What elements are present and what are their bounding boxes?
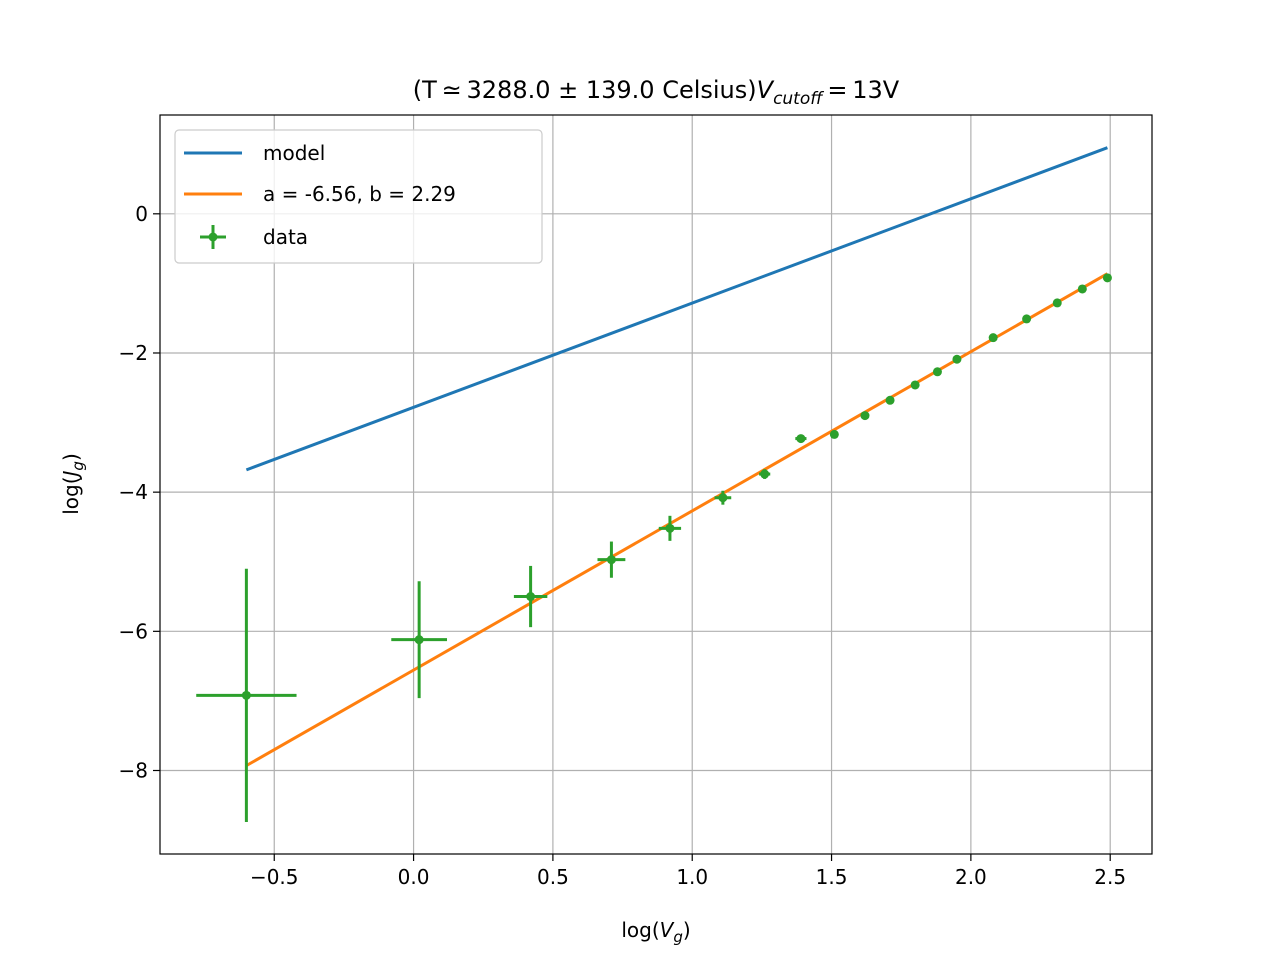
x-tick-label: −0.5 (250, 865, 299, 889)
data-marker (526, 592, 536, 602)
data-marker (606, 555, 616, 565)
x-tick-label: 0.5 (537, 865, 569, 889)
data-marker (414, 635, 424, 645)
legend-box (174, 129, 543, 264)
data-point (885, 395, 895, 405)
data-marker (665, 523, 675, 533)
data-point (196, 568, 297, 822)
data-marker (1077, 284, 1087, 294)
legend-model-label: model (263, 141, 325, 165)
chart-title: (T ≃ 3288.0 ± 139.0 Celsius)Vcutoff = 13… (413, 76, 900, 109)
data-marker (829, 429, 839, 439)
model-line (245, 146, 1108, 472)
data-point (795, 434, 807, 444)
x-tick-label: 1.0 (676, 865, 708, 889)
x-tick-label: 2.5 (1094, 865, 1126, 889)
data-point (658, 515, 682, 541)
y-axis-label: log(Jg) (59, 453, 87, 515)
data-point (1102, 273, 1112, 283)
y-tick-label: −2 (119, 341, 148, 365)
data-marker (718, 493, 728, 503)
data-marker (910, 380, 920, 390)
data-marker (241, 690, 251, 700)
data-marker (860, 411, 870, 421)
data-marker (796, 434, 806, 444)
data-marker (1022, 314, 1032, 324)
data-point (932, 367, 942, 377)
data-marker (952, 354, 962, 364)
data-point (988, 333, 998, 343)
data-point (759, 469, 771, 479)
plot-area (196, 146, 1112, 822)
y-tick-label: 0 (135, 202, 148, 226)
y-tick-label: −8 (119, 758, 148, 782)
data-point (829, 429, 839, 439)
data-point (1077, 284, 1087, 294)
data-point (1052, 298, 1062, 308)
data-point (513, 565, 548, 628)
data-point (1022, 314, 1032, 324)
ticks: −0.5 0.0 0.5 1.0 1.5 2.0 2.5 −8 −6 −4 −2 0 (119, 202, 1127, 889)
legend: model a = -6.56, b = 2.29 data (174, 129, 543, 264)
data-marker (1052, 298, 1062, 308)
fit-line (245, 272, 1109, 767)
data-point (860, 411, 870, 421)
x-tick-label: 1.5 (816, 865, 848, 889)
data-marker (760, 469, 770, 479)
data-point (714, 490, 732, 505)
x-tick-label: 0.0 (398, 865, 430, 889)
data-point (597, 541, 626, 578)
legend-data-label: data (263, 225, 308, 249)
data-marker (932, 367, 942, 377)
legend-data-swatch (200, 225, 226, 249)
y-tick-label: −4 (119, 480, 148, 504)
data-marker (1102, 273, 1112, 283)
x-tick-label: 2.0 (955, 865, 987, 889)
data-point (910, 380, 920, 390)
y-tick-label: −6 (119, 619, 148, 643)
legend-fit-label: a = -6.56, b = 2.29 (263, 182, 456, 206)
x-axis-label: log(Vg) (621, 918, 690, 946)
axes-frame (159, 114, 1153, 855)
data-point (952, 354, 962, 364)
data-marker (988, 333, 998, 343)
data-marker (885, 395, 895, 405)
data-point (391, 581, 448, 699)
